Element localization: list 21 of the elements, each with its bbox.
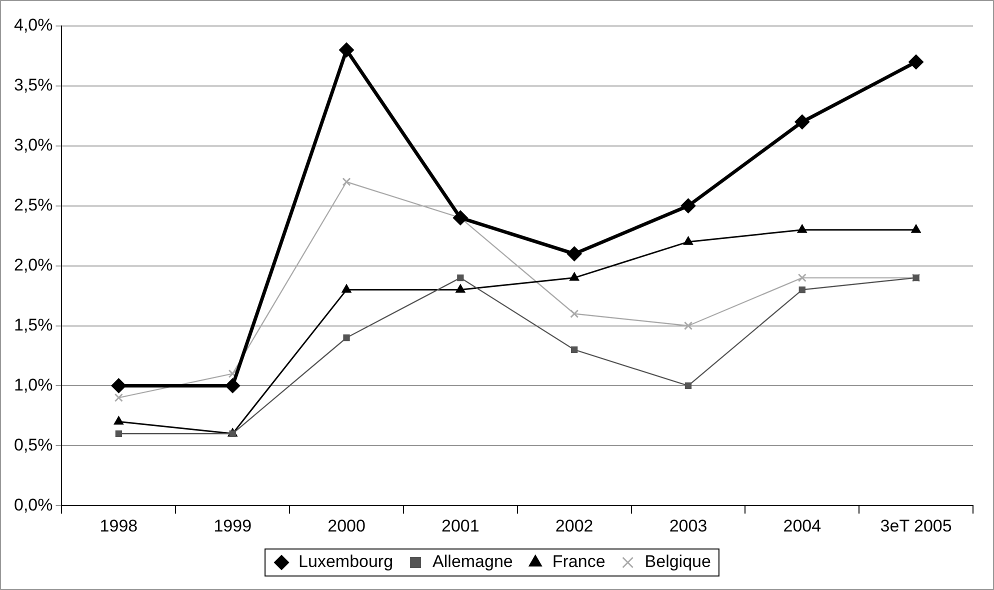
y-tick-label: 2,0% xyxy=(14,255,53,274)
x-tick-label: 2000 xyxy=(328,516,366,536)
y-tick-label: 1,5% xyxy=(14,315,53,334)
legend-label: Allemagne xyxy=(432,552,513,572)
x-tick-label: 2001 xyxy=(442,516,480,536)
x-tick-label: 3eT 2005 xyxy=(880,516,952,536)
y-tick-label: 3,5% xyxy=(14,76,53,95)
legend-label: Luxembourg xyxy=(298,552,394,572)
y-tick-label: 2,5% xyxy=(14,196,53,215)
y-tick-label: 0,5% xyxy=(14,435,53,454)
x-tick-label: 2004 xyxy=(783,516,822,536)
x-tick-label: 1998 xyxy=(100,516,138,536)
y-tick-label: 3,0% xyxy=(14,136,53,155)
y-tick-label: 0,0% xyxy=(14,495,53,514)
x-tick-label: 2002 xyxy=(555,516,594,536)
x-tick-label: 2003 xyxy=(669,516,708,536)
x-tick-label: 1999 xyxy=(214,516,252,536)
y-tick-label: 4,0% xyxy=(14,16,53,35)
legend-label: France xyxy=(552,552,606,572)
y-tick-label: 1,0% xyxy=(14,375,53,394)
legend-label: Belgique xyxy=(644,552,711,572)
